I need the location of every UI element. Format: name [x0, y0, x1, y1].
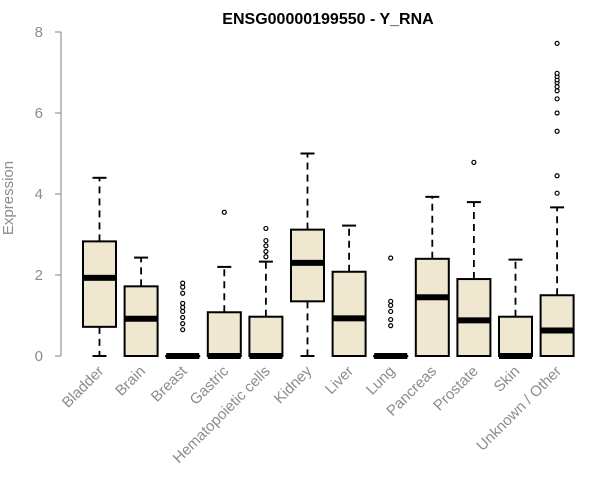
- y-tick-label: 6: [35, 105, 43, 122]
- median-line: [124, 315, 158, 322]
- box-6: [290, 152, 325, 357]
- iqr-box: [414, 257, 450, 357]
- outlier-point: [471, 159, 477, 166]
- iqr-box: [206, 311, 242, 358]
- iqr-box: [331, 270, 367, 358]
- y-axis-label: Expression: [0, 161, 17, 235]
- x-category-label: Kidney: [271, 362, 316, 407]
- median-line: [415, 294, 449, 301]
- median-line: [207, 353, 241, 359]
- outlier-point: [388, 323, 394, 329]
- outlier-point: [388, 316, 394, 323]
- box-1: [82, 176, 117, 357]
- outlier-point: [180, 300, 186, 306]
- outlier-point: [388, 255, 394, 261]
- median-line: [374, 353, 408, 359]
- median-line: [332, 315, 366, 322]
- x-category-label: Brain: [112, 363, 149, 400]
- median-line: [540, 327, 574, 334]
- outlier-point: [263, 225, 269, 232]
- x-category-label: Prostate: [430, 363, 482, 415]
- outlier-point: [388, 302, 394, 308]
- box-2: [123, 256, 159, 357]
- outlier-point: [554, 128, 560, 134]
- median-line: [249, 353, 283, 359]
- box-series: [82, 40, 575, 359]
- x-category-label: Lung: [363, 363, 399, 399]
- median-line: [166, 353, 200, 359]
- y-tick-label: 0: [35, 348, 43, 365]
- outlier-point: [263, 254, 269, 260]
- iqr-box: [539, 294, 575, 357]
- iqr-box: [498, 315, 533, 357]
- outlier-point: [263, 237, 269, 244]
- box-11: [498, 258, 533, 359]
- outlier-point: [388, 298, 394, 304]
- box-4: [206, 209, 242, 359]
- outlier-point: [180, 314, 186, 321]
- x-category-label: Breast: [148, 362, 191, 405]
- y-tick-label: 2: [35, 267, 43, 284]
- outlier-point: [180, 321, 186, 327]
- iqr-box: [248, 315, 284, 357]
- outlier-point: [554, 110, 560, 116]
- outlier-point: [554, 173, 560, 179]
- x-category-label: Bladder: [59, 363, 108, 412]
- median-line: [499, 353, 532, 359]
- box-5: [248, 225, 284, 359]
- outlier-point: [180, 308, 186, 315]
- x-category-label: Liver: [322, 363, 357, 398]
- box-12: [539, 40, 575, 357]
- box-7: [331, 224, 367, 358]
- outlier-point: [180, 280, 186, 286]
- outlier-point: [180, 304, 186, 310]
- outlier-point: [554, 96, 560, 102]
- iqr-box: [82, 240, 117, 328]
- box-10: [456, 159, 492, 357]
- outlier-point: [221, 209, 227, 215]
- outlier-point: [554, 70, 560, 76]
- outlier-point: [180, 327, 186, 333]
- box-3: [165, 280, 201, 359]
- outlier-point: [554, 84, 560, 90]
- x-category-label: Skin: [491, 363, 524, 396]
- outlier-point: [263, 243, 269, 249]
- box-8: [373, 255, 409, 359]
- outlier-point: [554, 88, 560, 94]
- y-tick-label: 8: [35, 24, 43, 41]
- box-9: [414, 195, 450, 357]
- median-line: [457, 317, 491, 324]
- outlier-point: [180, 290, 186, 296]
- outlier-point: [180, 284, 186, 290]
- y-axis-ticks: 0 2 4 6 8: [35, 24, 61, 365]
- outlier-point: [554, 190, 560, 196]
- chart-title: ENSG00000199550 - Y_RNA: [222, 11, 434, 28]
- outlier-point: [263, 248, 269, 255]
- median-line: [291, 259, 324, 266]
- outlier-point: [388, 308, 394, 315]
- y-tick-label: 4: [35, 186, 43, 203]
- median-line: [83, 274, 116, 281]
- outlier-point: [554, 40, 560, 46]
